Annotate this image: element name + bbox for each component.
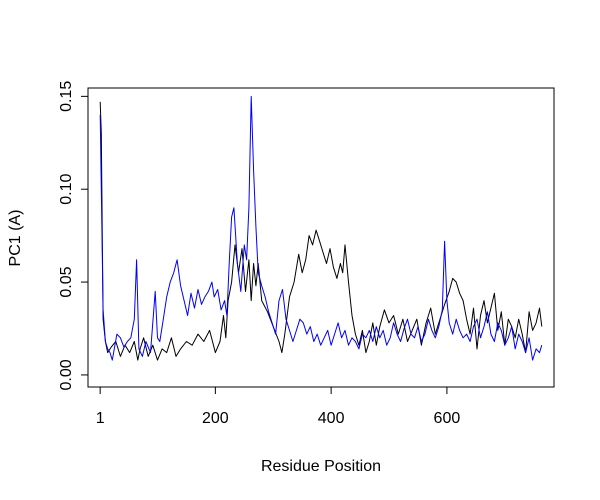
plot-frame bbox=[87, 87, 555, 388]
x-tick-label: 200 bbox=[202, 410, 229, 427]
y-tick-label: 0.00 bbox=[58, 359, 75, 390]
y-axis: 0.00 0.05 0.10 0.15 bbox=[58, 81, 89, 390]
series-layer bbox=[99, 95, 543, 361]
y-tick-label: 0.10 bbox=[58, 174, 75, 205]
y-tick-label: 0.15 bbox=[58, 81, 75, 112]
y-tick-label: 0.05 bbox=[58, 266, 75, 297]
x-axis: 1 200 400 600 bbox=[96, 386, 461, 427]
series-line-2 bbox=[99, 95, 543, 361]
x-axis-title: Residue Position bbox=[261, 458, 381, 475]
x-tick-label: 1 bbox=[96, 410, 105, 427]
x-tick-label: 600 bbox=[434, 410, 461, 427]
series-line-1 bbox=[99, 101, 543, 361]
x-tick-label: 400 bbox=[318, 410, 345, 427]
y-axis-title: PC1 (A) bbox=[7, 210, 24, 267]
